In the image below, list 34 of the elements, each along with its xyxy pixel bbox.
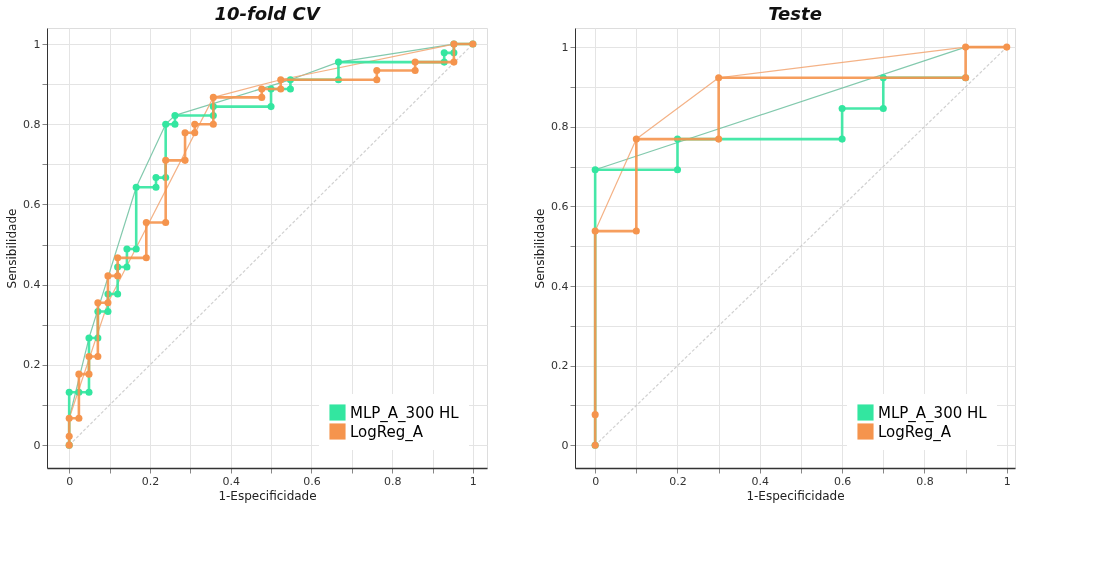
legend-label: MLP_A_300 HL — [350, 403, 460, 423]
x-axis-title: 1-Especificidade — [218, 488, 317, 503]
x-tick-label: 0.4 — [222, 474, 240, 488]
x-tick-label: 0.2 — [141, 474, 160, 488]
legend-label: MLP_A_300 HL — [878, 403, 988, 423]
y-tick-label: 0.6 — [23, 197, 41, 211]
y-tick-label: 0.6 — [551, 199, 569, 213]
y-tick-label: 0 — [33, 438, 41, 452]
y-tick-label: 0.4 — [23, 278, 41, 292]
y-tick-label: 0.4 — [551, 279, 569, 293]
y-tick-label: 0.2 — [551, 359, 569, 373]
y-tick-label: 0.8 — [551, 120, 569, 134]
x-tick-label: 0.6 — [303, 474, 321, 488]
chart-title: Teste — [768, 3, 822, 24]
y-tick-label: 1 — [561, 40, 569, 54]
legend-label: LogReg_A — [878, 422, 952, 442]
x-tick-label: 0 — [592, 474, 600, 488]
legend-label: LogReg_A — [350, 422, 424, 442]
x-tick-label: 1 — [469, 474, 477, 488]
x-tick-label: 0.6 — [833, 474, 852, 488]
x-tick-label: 0 — [66, 474, 74, 488]
y-tick-label: 0.2 — [23, 358, 41, 372]
x-tick-label: 0.2 — [669, 474, 687, 488]
x-tick-label: 0.8 — [383, 474, 402, 488]
y-tick-label: 0.8 — [23, 117, 41, 131]
x-tick-label: 0.4 — [751, 474, 770, 488]
y-axis-title: Sensibilidade — [533, 208, 548, 289]
x-tick-label: 0.8 — [916, 474, 934, 488]
x-tick-label: 1 — [1003, 474, 1011, 488]
x-axis-title: 1-Especificidade — [746, 488, 845, 503]
y-tick-label: 1 — [33, 37, 41, 51]
chart-title: 10-fold CV — [214, 3, 322, 24]
y-tick-label: 0 — [561, 438, 569, 452]
y-axis-title: Sensibilidade — [5, 208, 20, 289]
